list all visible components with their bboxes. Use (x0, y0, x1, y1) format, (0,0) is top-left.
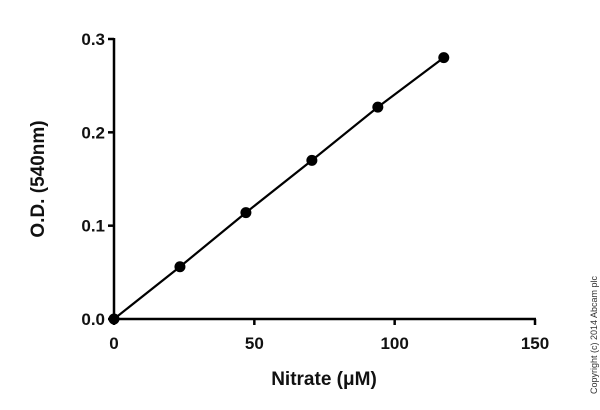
axes: 0 50 100 150 0.0 0.1 0.2 0.3 (81, 30, 549, 353)
y-axis-label: O.D. (540nm) (28, 120, 49, 237)
data-point (372, 101, 384, 113)
data-point (306, 154, 318, 166)
y-tick-label: 0.1 (81, 217, 105, 236)
y-tick-label: 0.3 (81, 30, 105, 49)
data-point (108, 313, 120, 325)
series (108, 52, 450, 325)
x-tick-label: 50 (245, 334, 264, 353)
data-point (174, 261, 186, 273)
y-tick-label: 0.0 (81, 310, 105, 329)
x-tick-label: 100 (380, 334, 408, 353)
x-tick-label: 150 (521, 334, 549, 353)
x-tick-label: 0 (109, 334, 118, 353)
x-axis-label: Nitrate (μM) (271, 369, 377, 390)
y-tick-label: 0.2 (81, 123, 105, 142)
data-point (438, 52, 450, 64)
series-line (113, 56, 445, 320)
data-point (240, 207, 252, 219)
copyright-watermark: Copyright (c) 2014 Abcam plc (589, 275, 599, 394)
